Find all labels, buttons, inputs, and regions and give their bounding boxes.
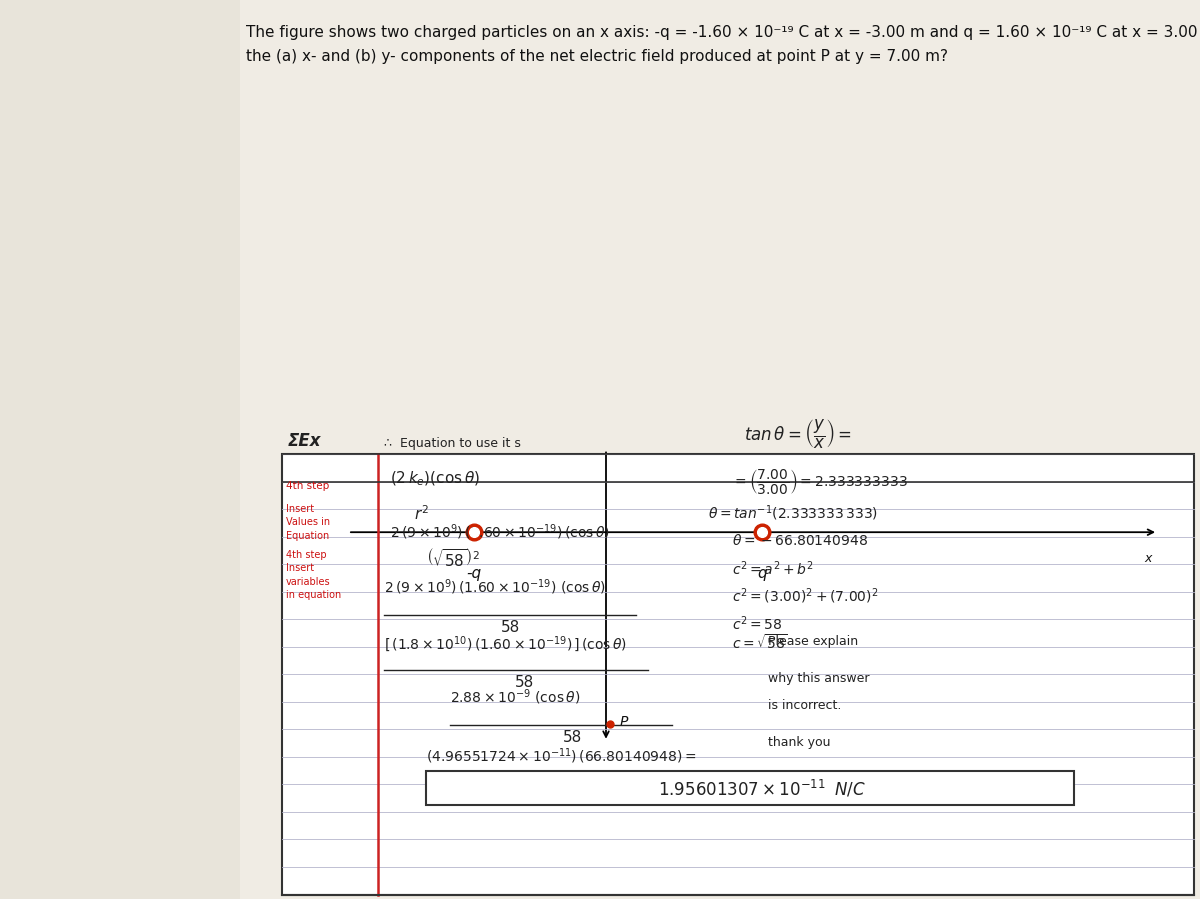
Text: 58: 58 bbox=[563, 731, 583, 745]
Text: -q: -q bbox=[467, 566, 481, 582]
Text: P: P bbox=[619, 715, 628, 729]
Bar bbox=[426, 770, 1074, 805]
Text: $2.88\times10^{-9}\,\,\left(\cos\theta\right)$: $2.88\times10^{-9}\,\,\left(\cos\theta\r… bbox=[450, 687, 581, 707]
Bar bbox=[282, 454, 1194, 895]
Text: $c = \sqrt{58}$: $c = \sqrt{58}$ bbox=[732, 633, 787, 652]
Text: $\left(\sqrt{58}\right)^{2}$: $\left(\sqrt{58}\right)^{2}$ bbox=[426, 548, 480, 570]
Text: the (a) x- and (b) y- components of the net electric field produced at point P a: the (a) x- and (b) y- components of the … bbox=[246, 49, 948, 65]
Text: why this answer: why this answer bbox=[768, 672, 870, 685]
Bar bbox=[0, 0, 240, 899]
Text: $r^{2}$: $r^{2}$ bbox=[414, 503, 428, 522]
Text: $\left[\,(1.8\times10^{10})\,(1.60\times10^{-19})\,\right]\,\left(\cos\theta\rig: $\left[\,(1.8\times10^{10})\,(1.60\times… bbox=[384, 634, 628, 654]
Text: $\left(2\,k_e\right)\left(\cos\theta\right)$: $\left(2\,k_e\right)\left(\cos\theta\rig… bbox=[390, 469, 480, 487]
Text: $\theta = -66.80140948$: $\theta = -66.80140948$ bbox=[732, 533, 868, 548]
Text: 4th step
Insert
variables
in equation: 4th step Insert variables in equation bbox=[286, 550, 341, 600]
Text: $c^2 = (3.00)^2 + (7.00)^2$: $c^2 = (3.00)^2 + (7.00)^2$ bbox=[732, 586, 878, 606]
Text: $= \left(\dfrac{7.00}{3.00}\right) = 2.333333333$: $= \left(\dfrac{7.00}{3.00}\right) = 2.3… bbox=[732, 467, 908, 495]
Text: $tan\,\theta = \left(\dfrac{y}{x}\right) =$: $tan\,\theta = \left(\dfrac{y}{x}\right)… bbox=[744, 418, 852, 451]
Text: $c^2 = 58$: $c^2 = 58$ bbox=[732, 614, 782, 633]
Text: 58: 58 bbox=[500, 620, 520, 636]
Text: Please explain: Please explain bbox=[768, 636, 858, 648]
Text: is incorrect.: is incorrect. bbox=[768, 699, 841, 712]
Text: 58: 58 bbox=[515, 675, 535, 690]
Text: 4th step: 4th step bbox=[286, 481, 329, 491]
Text: thank you: thank you bbox=[768, 736, 830, 749]
Text: q: q bbox=[757, 566, 767, 582]
Text: ΣEx: ΣEx bbox=[288, 432, 322, 450]
Text: $1.95601307\times10^{-11}\;\;N/C$: $1.95601307\times10^{-11}\;\;N/C$ bbox=[658, 778, 866, 799]
Text: $\theta = tan^{-1}(2.333333\,333)$: $\theta = tan^{-1}(2.333333\,333)$ bbox=[708, 503, 878, 523]
Text: The figure shows two charged particles on an x axis: -q = -1.60 × 10⁻¹⁹ C at x =: The figure shows two charged particles o… bbox=[246, 25, 1200, 40]
Text: ∴  Equation to use it s: ∴ Equation to use it s bbox=[384, 437, 521, 450]
Text: Insert
Values in
Equation: Insert Values in Equation bbox=[286, 504, 330, 540]
Text: x: x bbox=[1145, 552, 1152, 565]
Text: $c^2 = a^2 + b^2$: $c^2 = a^2 + b^2$ bbox=[732, 559, 814, 577]
Text: $2\,(9\times10^{9})\,(1.60\times10^{-19})\,\,\left(\cos\theta\right)$: $2\,(9\times10^{9})\,(1.60\times10^{-19}… bbox=[384, 577, 606, 597]
Text: $2\,(9\times10^{9})\,(1.60\times10^{-19})\,(\cos\theta)$: $2\,(9\times10^{9})\,(1.60\times10^{-19}… bbox=[390, 522, 610, 541]
Text: $(4.96551724\times10^{-11})\,(66.80140948) =$: $(4.96551724\times10^{-11})\,(66.8014094… bbox=[426, 747, 697, 766]
